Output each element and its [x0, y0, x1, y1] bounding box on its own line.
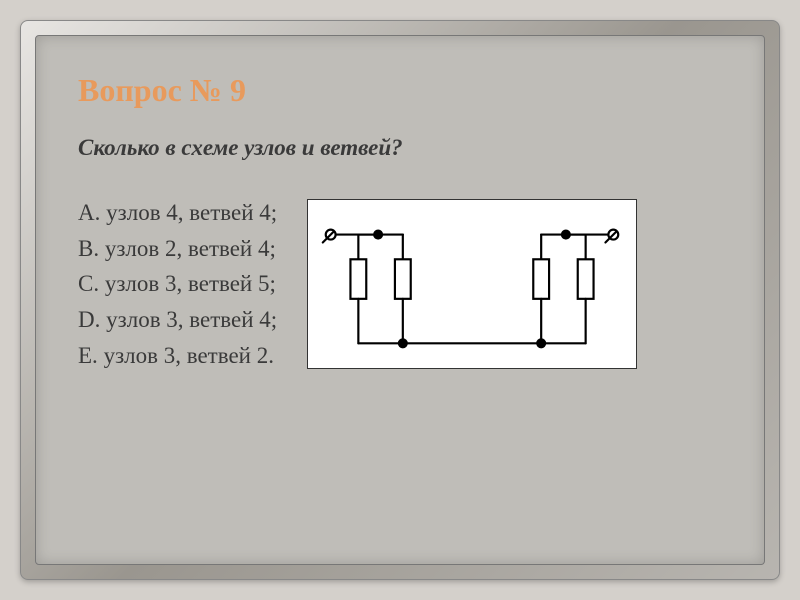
slide-inner-panel: Вопрос № 9 Сколько в схеме узлов и ветве…	[35, 35, 765, 565]
answer-text: узлов 3, ветвей 4;	[106, 307, 277, 332]
answer-option: D. узлов 3, ветвей 4;	[78, 302, 277, 338]
circuit-diagram	[307, 199, 637, 369]
answer-letter: C.	[78, 271, 99, 296]
circuit-svg	[308, 200, 636, 368]
answer-text: узлов 4, ветвей 4;	[106, 200, 277, 225]
answer-letter: A.	[78, 200, 100, 225]
content-row: A. узлов 4, ветвей 4; B. узлов 2, ветвей…	[78, 195, 722, 373]
answer-letter: B.	[78, 236, 99, 261]
question-text: Сколько в схеме узлов и ветвей?	[78, 135, 722, 161]
answer-letter: E.	[78, 343, 98, 368]
answer-text: узлов 3, ветвей 2.	[104, 343, 274, 368]
answer-list: A. узлов 4, ветвей 4; B. узлов 2, ветвей…	[78, 195, 277, 373]
answer-option: A. узлов 4, ветвей 4;	[78, 195, 277, 231]
answer-option: B. узлов 2, ветвей 4;	[78, 231, 277, 267]
answer-text: узлов 2, ветвей 4;	[105, 236, 276, 261]
question-number-title: Вопрос № 9	[78, 72, 722, 109]
answer-text: узлов 3, ветвей 5;	[105, 271, 276, 296]
answer-option: E. узлов 3, ветвей 2.	[78, 338, 277, 374]
slide-outer-frame: Вопрос № 9 Сколько в схеме узлов и ветве…	[20, 20, 780, 580]
answer-letter: D.	[78, 307, 100, 332]
answer-option: C. узлов 3, ветвей 5;	[78, 266, 277, 302]
